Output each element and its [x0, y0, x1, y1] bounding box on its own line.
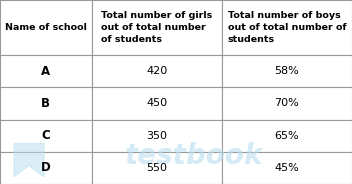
Text: D: D [41, 161, 51, 174]
Text: 550: 550 [146, 163, 167, 173]
Bar [92, 152, 222, 184]
Text: 350: 350 [146, 131, 167, 141]
Bar [222, 55, 352, 87]
Bar [222, 120, 352, 152]
Text: testbook: testbook [124, 142, 263, 170]
Bar [92, 120, 222, 152]
Text: 58%: 58% [275, 66, 299, 76]
Text: Total number of boys
out of total number of
students: Total number of boys out of total number… [227, 11, 346, 44]
Text: 70%: 70% [275, 98, 299, 109]
Bar [92, 55, 222, 87]
Bar [0, 152, 92, 184]
Bar [222, 87, 352, 120]
Polygon shape [14, 144, 44, 177]
Bar [92, 87, 222, 120]
Bar [0, 87, 92, 120]
Text: B: B [41, 97, 50, 110]
Text: 65%: 65% [275, 131, 299, 141]
Bar [0, 120, 92, 152]
Text: C: C [42, 129, 50, 142]
Bar [92, 0, 222, 55]
Bar [0, 0, 92, 55]
Text: Total number of girls
out of total number
of students: Total number of girls out of total numbe… [101, 11, 212, 44]
Text: Name of school: Name of school [5, 23, 87, 32]
Text: 420: 420 [146, 66, 167, 76]
Bar [0, 55, 92, 87]
Text: 450: 450 [146, 98, 167, 109]
Bar [222, 0, 352, 55]
Bar [222, 152, 352, 184]
Text: 45%: 45% [275, 163, 299, 173]
Text: A: A [41, 65, 50, 78]
